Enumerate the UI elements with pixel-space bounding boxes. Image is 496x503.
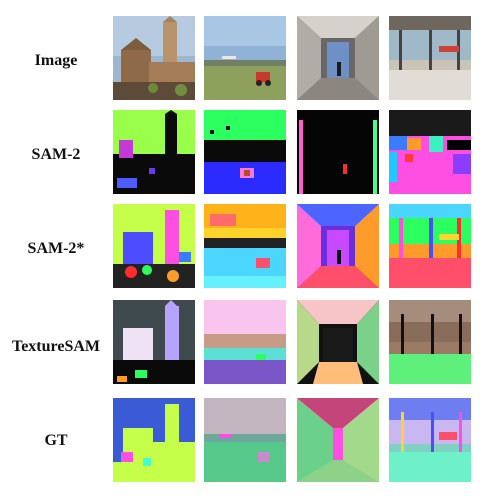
row-label-texturesam: TextureSAM bbox=[12, 338, 100, 355]
texturesam-mask-corridor bbox=[297, 300, 379, 384]
texturesam-mask-cathedral bbox=[113, 300, 195, 384]
gt-mask-corridor bbox=[297, 398, 379, 482]
texturesam-mask-station bbox=[389, 300, 471, 384]
image-corridor bbox=[297, 16, 379, 100]
image-field bbox=[204, 16, 286, 100]
sam2-mask-corridor bbox=[297, 110, 379, 194]
sam2-mask-cathedral bbox=[113, 110, 195, 194]
gt-mask-cathedral bbox=[113, 398, 195, 482]
sam2-star-mask-corridor bbox=[297, 204, 379, 288]
image-station bbox=[389, 16, 471, 100]
image-cathedral bbox=[113, 16, 195, 100]
sam2-star-mask-station bbox=[389, 204, 471, 288]
row-label-sam2-star: SAM-2* bbox=[27, 240, 85, 257]
sam2-star-mask-field bbox=[204, 204, 286, 288]
gt-mask-station bbox=[389, 398, 471, 482]
sam2-star-mask-cathedral bbox=[113, 204, 195, 288]
texturesam-mask-field bbox=[204, 300, 286, 384]
sam2-mask-station bbox=[389, 110, 471, 194]
row-label-sam2: SAM-2 bbox=[31, 146, 81, 163]
row-label-image: Image bbox=[34, 52, 78, 69]
gt-mask-field bbox=[204, 398, 286, 482]
row-label-gt: GT bbox=[44, 432, 68, 449]
sam2-mask-field bbox=[204, 110, 286, 194]
